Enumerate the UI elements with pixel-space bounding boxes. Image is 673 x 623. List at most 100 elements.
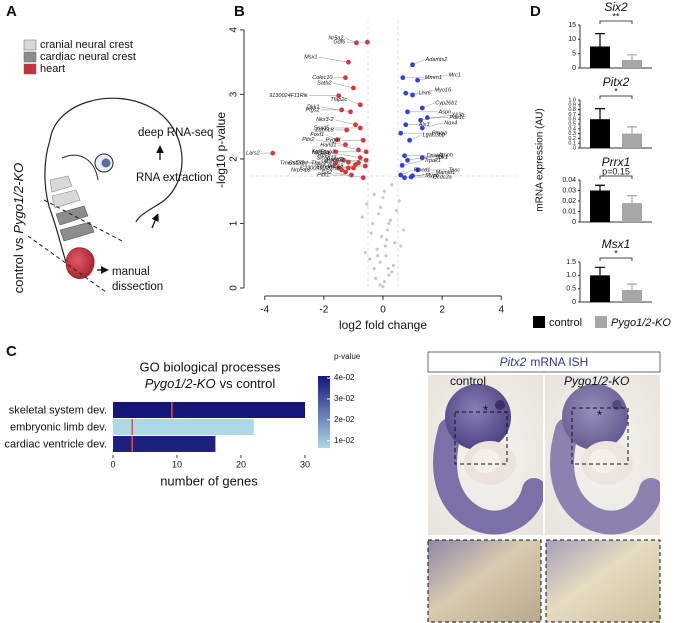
point-label: Dkk1 <box>307 104 320 110</box>
point-label: Csf2rb <box>289 160 305 166</box>
y-tick-label: 4 <box>229 27 240 33</box>
step-label: RNA extraction <box>136 172 213 184</box>
legend-label: heart <box>40 63 65 75</box>
colorbar-tick-label: 4e-02 <box>334 373 355 382</box>
leader-line <box>343 159 356 165</box>
bar <box>622 59 642 68</box>
point <box>368 257 372 261</box>
point <box>356 147 361 153</box>
chart-title: Prrx1 <box>602 155 631 169</box>
heart <box>65 247 95 279</box>
leader-line <box>422 102 435 109</box>
point <box>374 276 378 280</box>
point <box>372 192 376 197</box>
point <box>382 279 387 284</box>
point-label: Msx1 <box>304 55 317 61</box>
y-tick-label: 1.5 <box>566 259 576 266</box>
point-label: Fibcd1 <box>414 168 431 174</box>
y-axis-label: mRNA expression (AU) <box>535 108 546 211</box>
zoom-box <box>454 411 508 465</box>
subtitle-part: vs control <box>220 376 276 391</box>
point-label: Hand1 <box>320 142 336 148</box>
point-label: Fendrr <box>316 164 333 170</box>
point-label: Tbx22 <box>311 160 326 166</box>
point-label: Colec10 <box>312 75 333 81</box>
colorbar-title: p-value <box>334 352 361 361</box>
y-tick-label: 1.0 <box>568 97 576 103</box>
point <box>419 125 425 131</box>
point <box>384 238 389 242</box>
x-tick-label: 0 <box>110 459 115 469</box>
panel-letter: C <box>6 343 17 360</box>
point <box>394 208 398 213</box>
leader-line <box>422 122 444 129</box>
y-tick-label: 0.5 <box>568 121 576 127</box>
point-label: Amph <box>438 153 453 159</box>
condition-label: control <box>450 374 486 388</box>
zoom-box <box>571 407 629 465</box>
leader-line <box>318 56 349 63</box>
y-tick-label: 10 <box>568 36 576 43</box>
dissection-line <box>27 235 107 293</box>
legend-swatch <box>23 63 37 75</box>
y-tick-label: 0.02 <box>562 198 576 205</box>
y-tick-label: 15 <box>568 22 576 29</box>
embryo-outline <box>49 97 183 223</box>
bar <box>622 203 642 222</box>
side-label: control vs Pygo1/2-KO <box>11 163 26 293</box>
leader-line <box>332 82 354 89</box>
point-label: Susd5 <box>314 125 331 131</box>
point-label: Rec8 <box>318 153 332 159</box>
y-tick-label: 0.04 <box>562 177 576 184</box>
colorbar <box>318 376 330 448</box>
point-label: Adamts2 <box>425 57 448 63</box>
x-tick-label: 4 <box>498 305 504 316</box>
point <box>402 175 407 181</box>
point-label: Mypn <box>426 173 439 179</box>
point <box>360 215 364 219</box>
x-tick-label: -2 <box>319 305 328 316</box>
point-label: Lgals3bp <box>423 133 445 139</box>
point-label: Mamld1 <box>436 170 456 176</box>
point <box>363 250 367 255</box>
error-bar <box>595 184 605 191</box>
legend-label: control <box>549 317 582 329</box>
x-axis-label: log2 fold change <box>339 318 427 332</box>
y-tick-label: 0 <box>573 145 576 151</box>
ish-title-part: Pitx2 <box>500 355 527 369</box>
embryo-outline <box>44 139 67 263</box>
marker: * <box>597 407 602 422</box>
x-tick-label: 10 <box>172 459 182 469</box>
point <box>397 199 401 203</box>
arrow <box>151 213 159 229</box>
bar <box>622 133 642 148</box>
point <box>372 267 376 271</box>
significance-bracket <box>599 175 633 179</box>
leader-line <box>334 119 356 125</box>
significance-bracket <box>599 20 633 24</box>
title-box <box>427 351 661 373</box>
point <box>381 196 385 200</box>
leader-line <box>404 172 435 178</box>
colorbar-tick-label: 3e-02 <box>334 394 355 403</box>
point-label: Mmrn1 <box>425 75 442 81</box>
point <box>387 221 391 226</box>
legend-swatch <box>23 51 37 63</box>
leader-line <box>315 139 346 145</box>
point <box>393 241 397 245</box>
x-tick-label: 0 <box>380 305 386 316</box>
point-label: Trpak1 <box>424 158 441 164</box>
step-label: deep RNA-seq <box>138 127 213 139</box>
point <box>378 283 382 287</box>
point-label: Cyp26b1 <box>435 100 457 106</box>
y-tick-label: 1.0 <box>566 272 576 279</box>
point-label: Myo16 <box>435 88 452 94</box>
y-tick-label: 0.3 <box>568 131 576 137</box>
point <box>365 202 369 206</box>
point-label: Pitx1 <box>317 173 329 179</box>
leader-line <box>333 172 364 178</box>
y-tick-label: 0 <box>229 285 240 291</box>
significance-label: * <box>614 86 618 96</box>
